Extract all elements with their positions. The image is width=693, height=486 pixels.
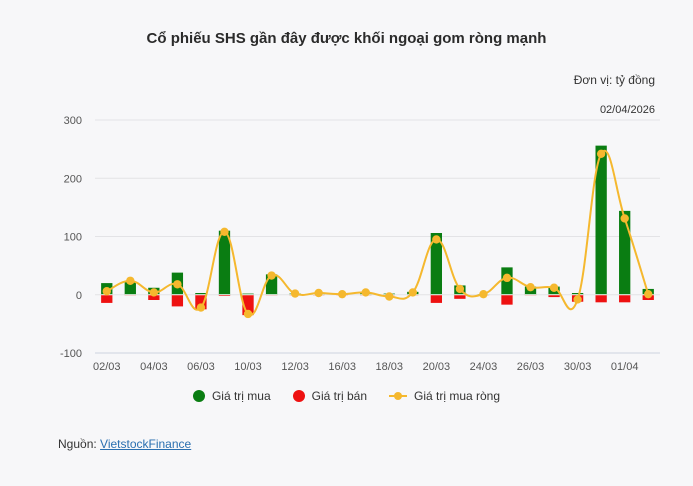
bar-buy: [571, 293, 584, 295]
bar-sell: [548, 294, 560, 298]
bar-sell: [595, 294, 607, 303]
net-point: [361, 288, 370, 297]
bar-sell: [242, 294, 254, 316]
legend-buy-marker: [192, 390, 205, 402]
source-note: Nguồn: VietstockFinance: [58, 437, 191, 451]
chart-title: Cổ phiếu SHS gần đây được khối ngoại gom…: [146, 30, 547, 47]
unit-label: Đơn vị: tỷ đồng: [573, 73, 655, 87]
legend-buy-label: Giá trị mua: [211, 389, 271, 403]
net-point: [267, 271, 276, 280]
net-point: [337, 289, 347, 299]
bar-sell: [218, 294, 231, 296]
bar-buy: [218, 230, 231, 295]
legend-sell-label: Giá trị bán: [311, 389, 367, 403]
y-tick-label: 300: [64, 115, 82, 127]
legend-item-net[interactable]: Giá trị mua ròng: [389, 389, 500, 403]
y-tick-label: -100: [60, 348, 82, 360]
net-point: [243, 309, 253, 319]
x-tick-label: 10/03: [234, 361, 262, 373]
x-tick-label: 04/03: [140, 361, 168, 373]
net-point: [455, 284, 465, 294]
y-tick-label: 0: [76, 290, 82, 302]
net-point: [479, 289, 488, 299]
net-point: [102, 287, 111, 296]
date-label: 02/04/2026: [599, 104, 655, 116]
chart-legend: Giá trị mua Giá trị bán Giá trị mua ròng: [0, 389, 693, 403]
net-point: [385, 292, 394, 301]
net-point: [173, 280, 182, 289]
x-tick-label: 16/03: [328, 361, 356, 373]
bar-sell: [148, 294, 160, 300]
net-point: [432, 235, 441, 244]
net-point: [502, 273, 512, 283]
x-tick-label: 12/03: [281, 361, 309, 373]
source-label: Nguồn:: [58, 437, 97, 451]
legend-net-label: Giá trị mua ròng: [414, 389, 501, 403]
bar-sell: [101, 294, 113, 303]
legend-item-sell[interactable]: Giá trị bán: [292, 389, 367, 403]
bar-sell: [501, 294, 513, 305]
bar-buy: [619, 210, 631, 295]
x-tick-label: 26/03: [517, 361, 545, 373]
x-tick-label: 01/04: [611, 361, 639, 373]
net-point: [314, 288, 323, 298]
bar-sell: [171, 294, 184, 307]
net-point: [596, 149, 606, 158]
net-point: [620, 214, 629, 223]
net-line: [106, 150, 650, 317]
legend-net-marker: [389, 390, 407, 402]
x-tick-label: 30/03: [564, 361, 592, 373]
x-tick-label: 24/03: [470, 361, 498, 373]
legend-sell-marker: [292, 390, 305, 402]
bar-sell: [619, 294, 631, 303]
bar-buy: [242, 293, 254, 295]
net-point: [290, 289, 300, 298]
x-tick-label: 18/03: [376, 361, 404, 373]
net-point: [644, 289, 653, 299]
bar-buy: [124, 281, 136, 295]
x-tick-label: 20/03: [423, 361, 451, 373]
source-link[interactable]: VietstockFinance: [100, 437, 192, 451]
net-point: [196, 303, 206, 312]
net-point: [526, 282, 535, 292]
bar-buy: [265, 274, 278, 295]
bar-buy: [195, 293, 207, 295]
net-point: [126, 276, 135, 285]
net-point: [149, 288, 159, 297]
net-point: [549, 283, 559, 292]
net-point: [220, 227, 229, 237]
bar-buy: [595, 145, 607, 295]
net-point: [408, 288, 418, 297]
bar-sell: [454, 294, 466, 299]
x-tick-label: 06/03: [187, 361, 215, 373]
bar-buy: [430, 233, 443, 295]
x-tick-label: 02/03: [93, 361, 121, 373]
bar-sell: [195, 294, 207, 310]
net-point: [573, 295, 582, 304]
bar-sell: [430, 294, 443, 303]
legend-item-buy[interactable]: Giá trị mua: [192, 389, 271, 403]
y-tick-label: 200: [64, 173, 82, 185]
y-tick-label: 100: [64, 232, 82, 244]
